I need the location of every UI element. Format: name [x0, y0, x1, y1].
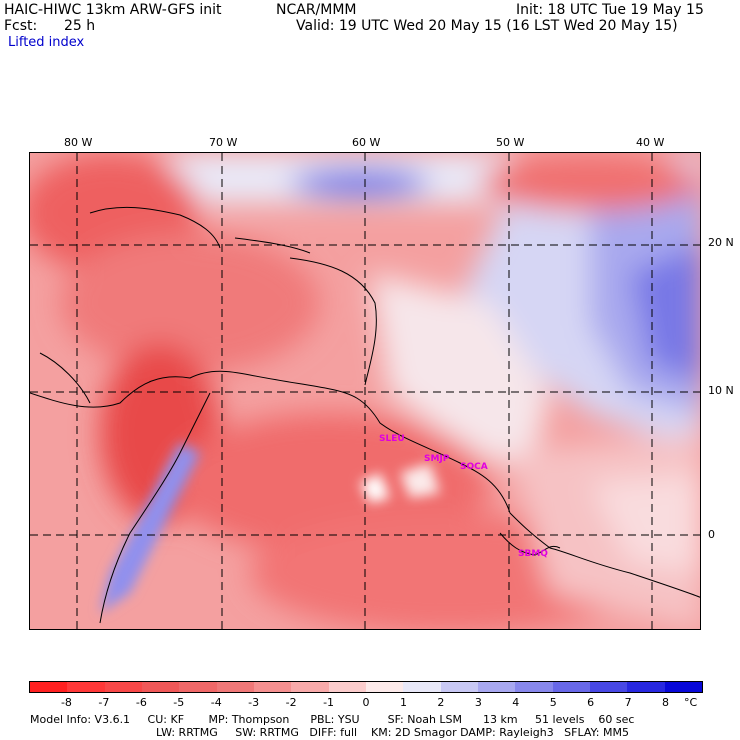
colorbar-swatch-3 [141, 682, 180, 692]
colorbar-tick-label: 4 [512, 696, 520, 709]
lon-label-40w: 40 W [636, 136, 665, 149]
colorbar-swatch-4 [179, 682, 217, 692]
field-name: Lifted index [8, 35, 85, 50]
station-sleu: SLEU [379, 434, 405, 444]
colorbar-swatch-7 [291, 682, 329, 692]
colorbar-swatch-16 [627, 682, 665, 692]
lat-label-0: 0 [708, 528, 715, 541]
colorbar-tick-label: -7 [98, 696, 110, 709]
colorbar-tick-label: 7 [624, 696, 632, 709]
colorbar-swatch-14 [552, 682, 590, 692]
colorbar-tick-label: 2 [437, 696, 445, 709]
colorbar-swatch-10 [403, 682, 441, 692]
lon-label-50w: 50 W [496, 136, 525, 149]
colorbar-swatch-6 [253, 682, 292, 692]
station-smjp: SMJP [424, 454, 450, 464]
lifted-index-field [30, 153, 700, 629]
colorbar-swatch-2 [104, 682, 142, 692]
coastlines [30, 206, 700, 624]
init-time: Init: 18 UTC Tue 19 May 15 [516, 2, 704, 18]
colorbar-swatch-9 [365, 682, 404, 692]
colorbar-tick-label: -4 [210, 696, 222, 709]
org-label: NCAR/MMM [276, 2, 357, 18]
colorbar-tick-label: 0 [362, 696, 370, 709]
colorbar-swatch-17 [664, 682, 702, 692]
colorbar-tick-label: -8 [60, 696, 72, 709]
colorbar-unit: °C [684, 696, 698, 709]
colorbar [29, 681, 703, 693]
colorbar-tick-label: 1 [399, 696, 407, 709]
colorbar-tick-label: 8 [662, 696, 670, 709]
graticule [30, 153, 700, 629]
footer-line2: LW: RRTMG SW: RRTMG DIFF: full KM: 2D Sm… [156, 726, 629, 739]
colorbar-tick-label: -2 [285, 696, 297, 709]
footer-line1: Model Info: V3.6.1 CU: KF MP: Thompson P… [30, 713, 635, 726]
colorbar-tick-label: -5 [173, 696, 185, 709]
fcst-value: 25 h [64, 18, 96, 34]
colorbar-tick-label: 6 [587, 696, 595, 709]
station-soca: SOCA [460, 462, 488, 472]
lat-label-20n: 20 N [708, 236, 734, 249]
fcst-label: Fcst: [4, 18, 38, 34]
colorbar-swatch-13 [515, 682, 553, 692]
colorbar-tick-label: 3 [474, 696, 482, 709]
colorbar-tick-label: -1 [323, 696, 335, 709]
lon-label-70w: 70 W [209, 136, 238, 149]
colorbar-swatch-0 [30, 682, 68, 692]
map-panel: SLEU SMJP SOCA SBMQ [29, 152, 701, 630]
colorbar-tick-label: -6 [135, 696, 147, 709]
colorbar-swatch-5 [216, 682, 254, 692]
colorbar-tick-label: 5 [549, 696, 557, 709]
colorbar-swatch-12 [477, 682, 516, 692]
lon-label-60w: 60 W [352, 136, 381, 149]
valid-time: Valid: 19 UTC Wed 20 May 15 (16 LST Wed … [296, 18, 678, 34]
station-sbmq: SBMQ [518, 549, 548, 559]
colorbar-tick-label: -3 [248, 696, 260, 709]
model-title: HAIC-HIWC 13km ARW-GFS init [4, 2, 222, 18]
colorbar-swatch-1 [67, 682, 105, 692]
colorbar-swatch-8 [328, 682, 366, 692]
lon-label-80w: 80 W [64, 136, 93, 149]
lat-label-10n: 10 N [708, 384, 734, 397]
colorbar-swatch-11 [440, 682, 478, 692]
colorbar-swatch-15 [589, 682, 628, 692]
